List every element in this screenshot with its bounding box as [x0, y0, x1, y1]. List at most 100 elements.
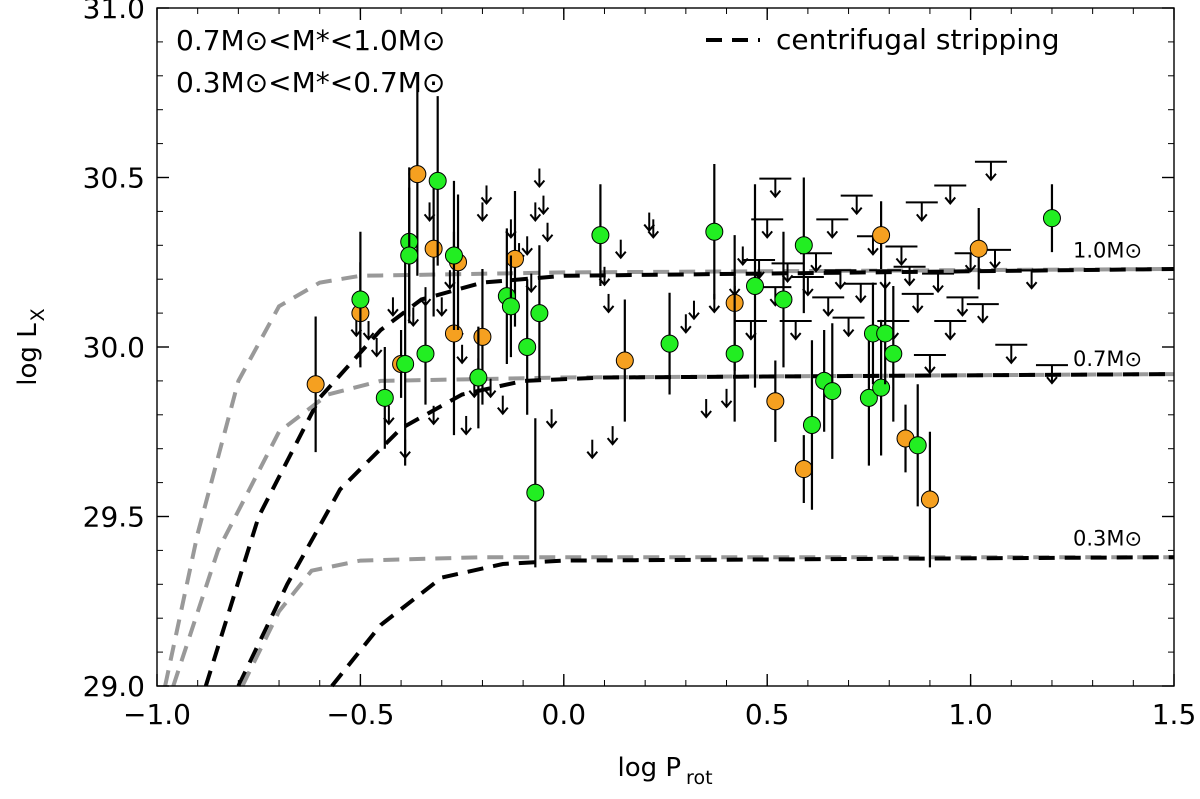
upper-limit-marker: [484, 378, 497, 399]
upper-limit-marker: [751, 218, 784, 239]
point-high-mass: [351, 290, 370, 309]
point-low-mass: [766, 392, 785, 411]
upper-limit-marker: [497, 395, 509, 416]
upper-limit-marker: [840, 194, 873, 216]
upper-limit-marker: [435, 297, 448, 317]
point-high-mass: [501, 297, 520, 316]
model-curve-0.3-black: [330, 555, 1175, 688]
upper-limit-marker: [476, 202, 489, 222]
point-low-mass: [408, 165, 427, 184]
point-high-mass: [400, 246, 419, 265]
upper-limit-marker: [885, 245, 918, 267]
upper-limit-marker: [427, 405, 440, 426]
point-low-mass: [872, 226, 891, 245]
x-tick-label: 1.0: [948, 698, 993, 731]
point-high-mass: [876, 324, 895, 343]
curve-label: 0.3M⊙: [1073, 527, 1142, 551]
upper-limit-marker: [362, 321, 375, 341]
y-tick-label: 30.0: [83, 331, 145, 364]
upper-limit-marker: [913, 353, 946, 375]
x-tick-label: −0.5: [326, 698, 394, 731]
axis-ticks: −1.0 −0.5 0.0 0.5 1.0 1.5 29.0 29.5 30.0 30.5 31.0: [83, 0, 1197, 731]
point-high-mass: [530, 304, 549, 323]
upper-limit-marker: [922, 272, 955, 294]
upper-limit-marker: [614, 239, 627, 260]
upper-limit-marker: [1035, 364, 1068, 385]
point-high-mass: [444, 246, 463, 265]
point-high-mass: [774, 290, 793, 309]
upper-limit-marker: [387, 297, 399, 317]
point-high-mass: [375, 388, 394, 407]
upper-limit-marker: [545, 409, 558, 429]
point-high-mass: [396, 354, 415, 373]
upper-limit-marker: [934, 184, 967, 206]
upper-limit-marker: [934, 320, 967, 341]
curve-labels: 1.0M⊙ 0.7M⊙ 0.3M⊙: [1073, 238, 1142, 550]
point-high-mass: [705, 222, 724, 241]
curve-label: 1.0M⊙: [1073, 238, 1142, 262]
point-low-mass: [920, 490, 939, 509]
x-tick-label: 0.0: [542, 698, 587, 731]
point-high-mass: [908, 436, 927, 455]
point-high-mass: [725, 344, 744, 363]
upper-limit-marker: [586, 439, 599, 460]
point-low-mass: [306, 375, 325, 394]
upper-limit-marker: [905, 201, 938, 222]
y-tick-label: 29.0: [83, 670, 145, 703]
upper-limit-marker: [680, 314, 692, 334]
model-curve-1.0-grey: [163, 267, 1175, 687]
y-tick-label: 30.5: [83, 162, 145, 195]
upper-limit-marker: [974, 160, 1007, 182]
data-points: [306, 72, 1068, 568]
y-tick-label: 29.5: [83, 501, 145, 534]
model-curve-1.0-black: [203, 267, 1175, 687]
x-tick-label: 0.5: [745, 698, 790, 731]
upper-limit-marker: [893, 265, 926, 287]
upper-limit-marker: [995, 343, 1028, 365]
upper-limit-marker: [700, 399, 712, 419]
upper-limit-marker: [816, 218, 849, 239]
upper-limit-marker: [370, 338, 383, 358]
x-tick-label: 1.5: [1152, 698, 1197, 731]
model-curve-0.7-black: [236, 372, 1175, 687]
upper-limit-marker: [946, 296, 979, 317]
upper-limit-marker: [460, 415, 472, 436]
y-axis-title: log LX: [13, 308, 49, 385]
point-high-mass: [884, 344, 903, 363]
point-high-mass: [1042, 209, 1061, 228]
point-high-mass: [794, 236, 813, 255]
point-high-mass: [859, 388, 878, 407]
point-high-mass: [416, 344, 435, 363]
point-low-mass: [969, 239, 988, 258]
upper-limit-marker: [529, 202, 542, 222]
upper-limit-marker: [480, 185, 493, 206]
upper-limit-marker: [812, 296, 845, 317]
mass-label-high: 0.7M⊙<M*<1.0M⊙: [176, 24, 445, 57]
upper-limit-marker: [533, 168, 546, 189]
point-high-mass: [660, 334, 679, 353]
point-high-mass: [591, 226, 610, 245]
point-high-mass: [526, 483, 545, 502]
upper-limit-marker: [688, 300, 700, 321]
upper-limit-marker: [456, 344, 468, 365]
point-high-mass: [872, 378, 891, 397]
legend: centrifugal stripping: [706, 23, 1060, 56]
legend-label: centrifugal stripping: [776, 23, 1060, 56]
upper-limit-marker: [759, 177, 792, 199]
point-low-mass: [794, 460, 813, 479]
x-tick-label: −1.0: [123, 698, 191, 731]
upper-limit-marker: [606, 426, 619, 446]
model-curves: [163, 267, 1175, 688]
mass-label-low: 0.3M⊙<M*<0.7M⊙: [176, 66, 445, 99]
upper-limit-marker: [966, 303, 999, 324]
upper-limit-marker: [541, 222, 554, 243]
point-high-mass: [518, 338, 537, 356]
point-low-mass: [473, 327, 492, 346]
upper-limit-marker: [720, 388, 733, 409]
point-low-mass: [615, 351, 634, 370]
point-high-mass: [428, 171, 447, 190]
upper-limit-marker: [832, 316, 865, 338]
